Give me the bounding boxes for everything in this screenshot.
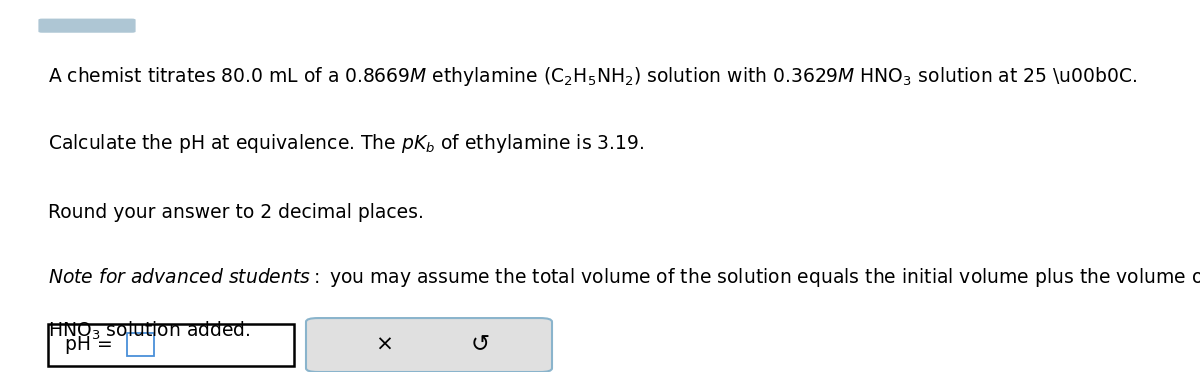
Text: A chemist titrates 80.0 mL of a 0.8669$\mathit{M}$ ethylamine $\left(\mathrm{C_2: A chemist titrates 80.0 mL of a 0.8669$\… xyxy=(48,65,1138,88)
Text: HNO$_3$ solution added.: HNO$_3$ solution added. xyxy=(48,320,251,342)
Text: ×: × xyxy=(374,335,394,355)
Text: $\mathit{Note\ for\ advanced\ students:}$ you may assume the total volume of the: $\mathit{Note\ for\ advanced\ students:}… xyxy=(48,266,1200,289)
Text: pH =: pH = xyxy=(65,335,119,355)
FancyBboxPatch shape xyxy=(306,318,552,372)
Text: ↺: ↺ xyxy=(470,333,490,356)
FancyBboxPatch shape xyxy=(127,333,154,356)
Text: Calculate the pH at equivalence. The $p\mathit{K}_b$ of ethylamine is 3.19.: Calculate the pH at equivalence. The $p\… xyxy=(48,132,644,155)
FancyBboxPatch shape xyxy=(48,324,294,366)
Text: Round your answer to 2 decimal places.: Round your answer to 2 decimal places. xyxy=(48,203,424,222)
FancyBboxPatch shape xyxy=(38,19,136,33)
